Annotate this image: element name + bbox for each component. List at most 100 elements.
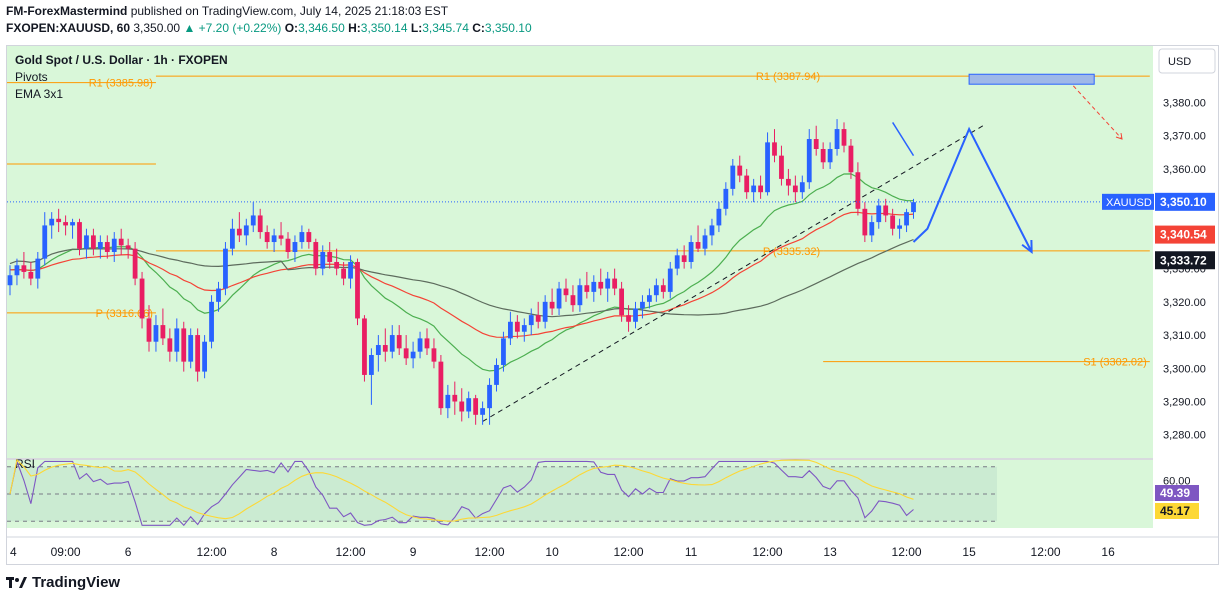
price-label-box xyxy=(1155,192,1215,211)
candle-body xyxy=(97,242,103,249)
candle xyxy=(7,265,13,296)
candle-body xyxy=(417,338,423,352)
candle xyxy=(452,381,458,415)
candle xyxy=(195,328,201,382)
candle xyxy=(827,142,833,169)
candle-body xyxy=(626,315,631,322)
candle-body xyxy=(716,208,722,226)
candle xyxy=(42,212,48,266)
candle xyxy=(473,394,479,425)
candle xyxy=(410,341,416,369)
dashed-red-arrowhead xyxy=(1115,132,1123,140)
price-label-text: 3,333.72 xyxy=(1160,253,1207,267)
candle xyxy=(271,228,277,252)
candle-body xyxy=(528,315,534,326)
candle xyxy=(125,238,131,259)
y-tick-label: 3,280.00 xyxy=(1163,430,1206,442)
candle xyxy=(799,175,805,199)
candle-body xyxy=(188,335,194,362)
candle-body xyxy=(396,335,402,349)
currency-box xyxy=(1158,48,1216,74)
candle-body xyxy=(7,275,13,286)
candle-body xyxy=(667,268,673,292)
candle-body xyxy=(77,222,82,249)
candle-body xyxy=(250,215,256,226)
candle xyxy=(619,281,624,322)
x-tick-label: 4 xyxy=(10,545,17,559)
candle-body xyxy=(174,328,180,352)
candle xyxy=(709,218,715,246)
y-tick-label: 3,380.00 xyxy=(1163,97,1206,109)
candle-body xyxy=(181,328,187,362)
candle-body xyxy=(640,301,645,309)
candle-body xyxy=(424,338,430,349)
candle-body xyxy=(167,338,173,352)
x-tick-label: 15 xyxy=(962,545,976,559)
candle xyxy=(97,235,103,259)
candle-body xyxy=(28,271,34,279)
candle-body xyxy=(125,245,131,249)
candle-body xyxy=(848,145,854,173)
candle xyxy=(786,168,791,196)
candle-body xyxy=(841,129,847,146)
candle xyxy=(660,278,666,299)
x-tick-label: 12:00 xyxy=(475,545,505,559)
candle xyxy=(153,315,159,352)
candle-body xyxy=(556,288,562,309)
candle-body xyxy=(278,235,284,239)
symbol-tag-text: XAUUSD xyxy=(1106,197,1152,209)
candle xyxy=(403,335,409,365)
candle-body xyxy=(876,205,882,223)
candle xyxy=(591,275,597,302)
y-tick-label: 3,300.00 xyxy=(1163,363,1206,375)
candle xyxy=(702,228,708,256)
candle-body xyxy=(355,261,360,319)
price-pane-background xyxy=(7,46,1153,458)
candle xyxy=(320,245,326,276)
candle xyxy=(667,261,673,299)
projection-arrowhead xyxy=(1021,239,1033,255)
x-tick-label: 12:00 xyxy=(614,545,644,559)
candle xyxy=(521,318,527,342)
candle xyxy=(250,202,256,233)
candle xyxy=(792,175,798,203)
candle-body xyxy=(271,235,277,243)
x-tick-label: 6 xyxy=(125,545,132,559)
chart-title: Gold Spot / U.S. Dollar · 1h · FXOPEN xyxy=(15,53,228,67)
candle-body xyxy=(862,208,868,236)
rsi-value-box xyxy=(1155,485,1199,501)
candle xyxy=(480,401,485,425)
candle xyxy=(355,258,360,326)
candle-body xyxy=(827,149,833,163)
candle xyxy=(459,388,465,422)
candle xyxy=(674,248,680,276)
candle-body xyxy=(139,278,145,319)
candle xyxy=(362,315,367,382)
candle xyxy=(146,305,152,352)
candle xyxy=(431,338,437,369)
candle-body xyxy=(313,242,319,269)
candle-body xyxy=(160,325,166,339)
candle xyxy=(528,308,534,336)
candle xyxy=(556,281,562,316)
ema-slow-line xyxy=(9,238,914,318)
candle xyxy=(21,252,27,279)
candle xyxy=(167,328,173,362)
candle-body xyxy=(209,301,214,342)
candle xyxy=(806,129,812,189)
candle xyxy=(834,119,840,156)
candle-body xyxy=(202,341,207,372)
candle xyxy=(264,225,270,249)
candle-body xyxy=(730,165,736,189)
candle xyxy=(570,285,576,312)
candle-body xyxy=(104,242,110,252)
candle xyxy=(549,288,555,316)
publisher-name[interactable]: FM-ForexMastermind xyxy=(6,4,128,18)
rsi-value-box xyxy=(1155,503,1199,519)
symbol-tag xyxy=(1102,193,1154,210)
candle xyxy=(209,295,214,349)
candle-body xyxy=(362,318,367,375)
candle xyxy=(723,182,729,216)
symbol-name[interactable]: FXOPEN:XAUUSD, 60 xyxy=(6,21,131,35)
